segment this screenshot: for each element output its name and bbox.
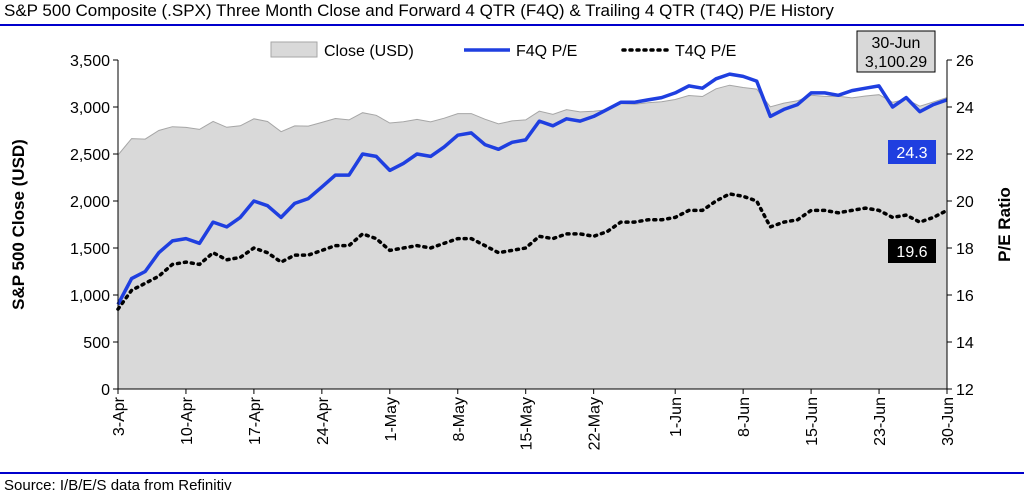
callout-value: 3,100.29 (865, 54, 927, 71)
right-tick-label: 24 (956, 100, 974, 117)
left-tick-label: 2,500 (70, 147, 110, 164)
x-tick-label: 22-May (587, 397, 604, 450)
source-note: Source: I/B/E/S data from Refinitiv (4, 477, 232, 494)
x-tick-label: 1-May (383, 397, 400, 441)
x-tick-label: 3-Apr (111, 396, 128, 436)
f4q-end-label: 24.3 (896, 145, 927, 162)
x-tick-label: 1-Jun (668, 397, 685, 437)
right-tick-label: 12 (956, 382, 974, 399)
bottom-rule (0, 472, 1024, 474)
legend: Close (USD) F4Q P/E T4Q P/E (270, 41, 736, 60)
left-tick-label: 1,500 (70, 241, 110, 258)
x-tick-label: 8-May (451, 397, 468, 441)
callout-date: 30-Jun (872, 35, 921, 52)
left-tick-label: 0 (101, 382, 110, 399)
left-tick-label: 2,000 (70, 194, 110, 211)
t4q-end-label: 19.6 (896, 244, 927, 261)
axes: 0 500 1,000 1,500 2,000 2,500 3,000 3,500 12 14 16… (9, 53, 1014, 450)
x-tick-label: 15-May (519, 397, 536, 450)
top-rule (0, 24, 1024, 26)
right-tick-label: 18 (956, 241, 974, 258)
x-tick-label: 30-Jun (940, 397, 957, 446)
left-tick-label: 3,000 (70, 100, 110, 117)
x-tick-label: 8-Jun (736, 397, 753, 437)
legend-f4q-label: F4Q P/E (516, 43, 577, 60)
left-tick-label: 500 (83, 335, 110, 352)
f4q-end-label-box (888, 140, 936, 164)
chart-svg: 0 500 1,000 1,500 2,000 2,500 3,000 3,500 12 14 16… (9, 30, 1014, 450)
right-tick-label: 20 (956, 194, 974, 211)
t4q-end-label-box (888, 239, 936, 263)
close-area (117, 84, 948, 390)
last-value-callout: 30-Jun 3,100.29 (856, 30, 936, 73)
chart-title: S&P 500 Composite (.SPX) Three Month Clo… (4, 1, 834, 20)
plot-area (116, 72, 949, 390)
legend-close-swatch (270, 41, 318, 58)
callout-box (856, 30, 936, 73)
end-labels: 24.3 19.6 (888, 140, 936, 263)
x-tick-label: 15-Jun (804, 397, 821, 446)
f4q-line (116, 72, 948, 306)
left-tick-label: 1,000 (70, 288, 110, 305)
right-tick-label: 14 (956, 335, 974, 352)
legend-t4q-label: T4Q P/E (675, 43, 736, 60)
right-tick-label: 26 (956, 53, 974, 70)
x-tick-label: 23-Jun (872, 397, 889, 446)
y-axis-left-title: S&P 500 Close (USD) (9, 139, 28, 310)
right-tick-label: 16 (956, 288, 974, 305)
right-tick-label: 22 (956, 147, 974, 164)
x-tick-label: 17-Apr (247, 396, 264, 445)
x-tick-label: 24-Apr (315, 396, 332, 445)
y-axis-right-title: P/E Ratio (995, 187, 1014, 262)
x-tick-label: 10-Apr (179, 396, 196, 445)
left-tick-label: 3,500 (70, 53, 110, 70)
legend-close-label: Close (USD) (324, 43, 414, 60)
t4q-line (116, 192, 949, 311)
